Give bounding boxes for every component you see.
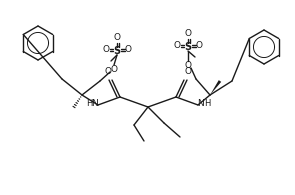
Text: O: O: [184, 67, 191, 76]
Polygon shape: [210, 80, 221, 95]
Text: S: S: [184, 42, 191, 52]
Text: O: O: [111, 65, 117, 74]
Text: O: O: [114, 33, 120, 42]
Text: O: O: [173, 42, 181, 51]
Text: O: O: [184, 60, 191, 69]
Text: S: S: [114, 46, 121, 56]
Text: N: N: [198, 99, 204, 108]
Text: O: O: [184, 28, 191, 37]
Text: H: H: [86, 99, 92, 108]
Text: O: O: [124, 45, 132, 54]
Text: N: N: [92, 99, 98, 108]
Text: O: O: [196, 42, 202, 51]
Text: O: O: [104, 67, 112, 76]
Text: O: O: [102, 45, 109, 54]
Text: H: H: [204, 99, 210, 108]
